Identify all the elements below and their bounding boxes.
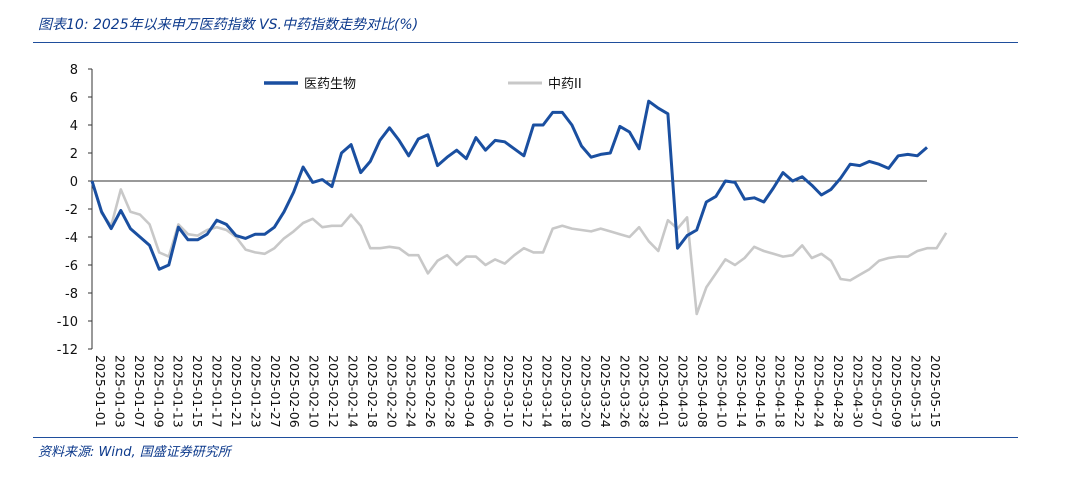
series-line-yiyao [90, 99, 928, 271]
x-tick-label: 2025-01-15 [190, 355, 205, 428]
x-tick-label: 2025-02-24 [404, 355, 419, 428]
x-tick-label: 2025-01-01 [93, 355, 108, 428]
x-tick-label: 2025-04-28 [831, 355, 846, 428]
x-tick-label: 2025-02-06 [287, 355, 302, 428]
line-chart: 8 6 4 2 0 -2 -4 -6 -8 -10 -12 2025-01-01 2025-01-03… [57, 63, 948, 428]
legend-label: 医药生物 [304, 77, 356, 92]
x-tick-label: 2025-03-14 [540, 355, 555, 428]
y-axis: 8 6 4 2 0 -2 -4 -6 -8 -10 -12 [57, 63, 93, 358]
x-tick-label: 2025-02-14 [345, 355, 360, 428]
x-tick-label: 2025-03-04 [462, 355, 477, 428]
x-tick-label: 2025-01-13 [171, 355, 186, 428]
y-tick-label: 6 [70, 91, 78, 106]
x-tick-label: 2025-04-03 [676, 355, 691, 428]
legend: 医药生物 中药II [264, 77, 582, 92]
x-tick-label: 2025-01-07 [132, 355, 147, 428]
x-tick-label: 2025-03-26 [617, 355, 632, 428]
x-tick-label: 2025-01-27 [268, 355, 283, 428]
x-tick-label: 2025-01-09 [151, 355, 166, 428]
x-tick-label: 2025-03-20 [578, 355, 593, 428]
x-tick-label: 2025-02-28 [443, 355, 458, 428]
x-tick-label: 2025-03-10 [501, 355, 516, 428]
footer-rule [33, 437, 1018, 438]
y-tick-label: -6 [65, 259, 78, 274]
y-tick-label: 8 [70, 63, 78, 78]
x-tick-label: 2025-04-08 [695, 355, 710, 428]
x-tick-label: 2025-01-03 [112, 355, 127, 428]
x-tick-label: 2025-03-18 [559, 355, 574, 428]
y-tick-label: -8 [65, 287, 78, 302]
x-tick-label: 2025-03-12 [520, 355, 535, 428]
y-tick-label: -10 [57, 315, 78, 330]
x-tick-label: 2025-05-09 [889, 355, 904, 428]
source-note: 资料来源: Wind, 国盛证券研究所 [38, 445, 231, 460]
x-tick-label: 2025-04-22 [792, 355, 807, 428]
x-tick-label: 2025-02-26 [423, 355, 438, 428]
y-tick-label: 2 [70, 147, 78, 162]
x-tick-label: 2025-01-17 [210, 355, 225, 428]
y-tick-label: 4 [70, 119, 78, 134]
x-tick-label: 2025-02-18 [365, 355, 380, 428]
x-tick-label: 2025-02-10 [307, 355, 322, 428]
x-tick-label: 2025-02-12 [326, 355, 341, 428]
x-tick-label: 2025-04-18 [773, 355, 788, 428]
header-rule [33, 42, 1018, 43]
y-tick-label: -12 [57, 343, 78, 358]
series-layer [90, 99, 948, 316]
x-tick-label: 2025-03-06 [481, 355, 496, 428]
x-tick-label: 2025-04-10 [714, 355, 729, 428]
x-tick-label: 2025-02-20 [384, 355, 399, 428]
x-tick-label: 2025-01-21 [229, 355, 244, 428]
x-tick-label: 2025-04-14 [734, 355, 749, 428]
x-tick-label: 2025-01-23 [248, 355, 263, 428]
x-tick-label: 2025-04-30 [850, 355, 865, 428]
x-tick-label: 2025-04-16 [753, 355, 768, 428]
x-tick-label: 2025-04-24 [811, 355, 826, 428]
y-tick-label: -4 [65, 231, 78, 246]
x-tick-label: 2025-04-01 [656, 355, 671, 428]
x-tick-label: 2025-03-24 [598, 355, 613, 428]
x-axis: 2025-01-01 2025-01-03 2025-01-07 2025-01-09… [92, 180, 943, 428]
y-tick-label: 0 [70, 175, 78, 190]
x-tick-label: 2025-05-13 [909, 355, 924, 428]
series-line-zhongyao [90, 180, 948, 316]
y-tick-label: -2 [65, 203, 78, 218]
legend-label: 中药II [548, 77, 582, 92]
x-tick-label: 2025-05-15 [928, 355, 943, 428]
chart-title: 图表10: 2025年以来申万医药指数 VS.中药指数走势对比(%) [38, 17, 419, 33]
x-tick-label: 2025-03-28 [637, 355, 652, 428]
x-tick-label: 2025-05-07 [870, 355, 885, 428]
